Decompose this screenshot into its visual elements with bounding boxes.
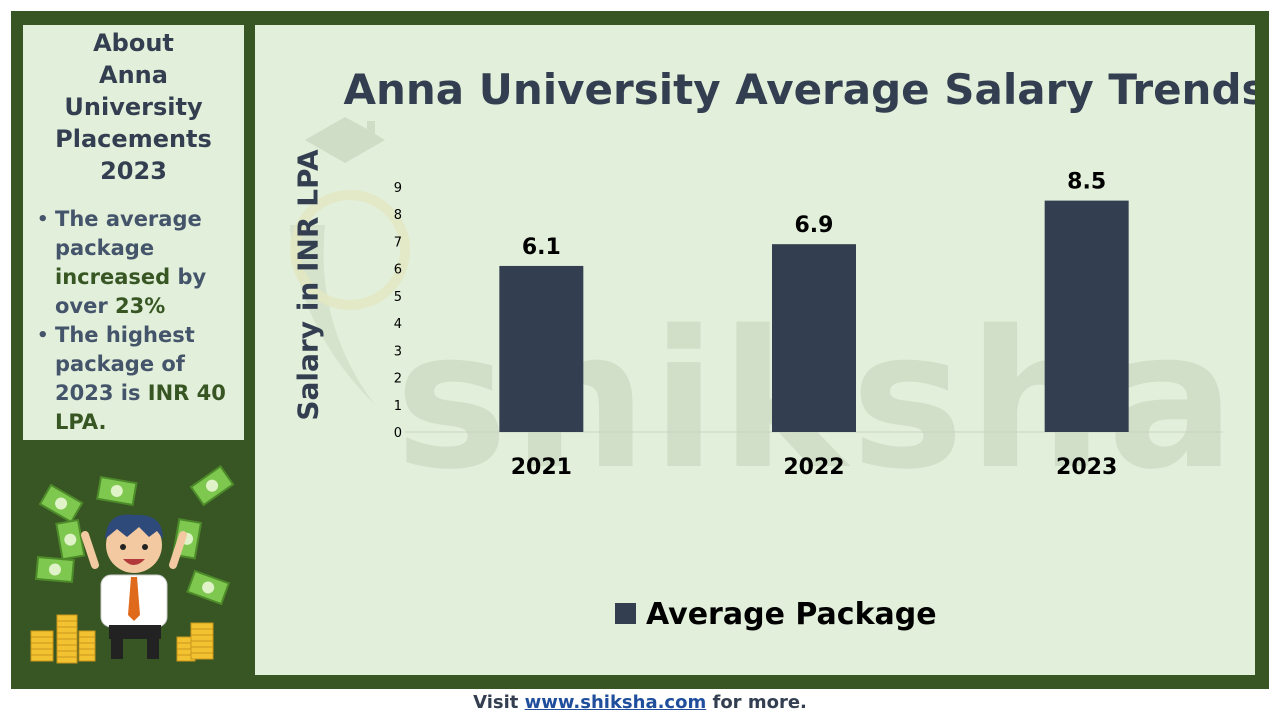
- summary-panel: About Anna University Placements 2023 Th…: [23, 25, 244, 440]
- legend-swatch: [615, 603, 636, 624]
- summary-title-line: Anna: [99, 61, 168, 89]
- y-tick-label: 2: [394, 372, 402, 387]
- chart-panel: shiksha Anna University Average Salary T…: [255, 25, 1255, 675]
- y-tick-label: 6: [394, 263, 402, 278]
- y-tick-label: 5: [394, 290, 402, 305]
- x-tick-label: 2023: [1056, 455, 1117, 480]
- y-tick-label: 4: [394, 317, 402, 332]
- shiksha-link[interactable]: www.shiksha.com: [524, 692, 707, 713]
- bullet-highest-package: The highest package of 2023 is INR 40 LP…: [35, 321, 245, 437]
- summary-title-line: Placements: [55, 125, 212, 153]
- graduation-cap-watermark-icon: [290, 117, 410, 405]
- happy-man-icon: [81, 514, 187, 659]
- legend-label: Average Package: [646, 597, 937, 632]
- bullet-average-package: The average package increased by over 23…: [35, 205, 245, 321]
- summary-bullets: The average package increased by over 23…: [35, 205, 245, 437]
- data-label: 8.5: [1067, 170, 1106, 195]
- y-tick-label: 3: [394, 344, 402, 359]
- data-label: 6.1: [522, 235, 561, 260]
- summary-title-line: University: [64, 93, 203, 121]
- data-label: 6.9: [795, 213, 834, 238]
- y-tick-label: 0: [394, 426, 402, 441]
- bar-chart: 0 1 2 3 4 5 6 7 8 9 6.1 2021 6.9 2022 8.5 2023 Average P…: [394, 170, 1223, 632]
- banknote-icon: [38, 483, 84, 524]
- bar: [499, 265, 584, 432]
- coin-stack-icon: [30, 614, 214, 664]
- banknote-icon: [55, 518, 86, 561]
- banknote-icon: [189, 464, 235, 507]
- summary-title: About Anna University Placements 2023: [23, 27, 244, 187]
- x-tick-label: 2022: [783, 455, 844, 480]
- y-tick-label: 8: [394, 208, 402, 223]
- banknote-icon: [34, 555, 75, 584]
- summary-title-line: About: [93, 29, 174, 57]
- x-tick-label: 2021: [511, 455, 572, 480]
- chart-title: Anna University Average Salary Trends: [343, 65, 1255, 114]
- banknote-icon: [96, 475, 138, 507]
- bar: [772, 244, 856, 432]
- y-tick-label: 7: [394, 235, 402, 250]
- y-tick-label: 1: [394, 399, 402, 414]
- banknote-icon: [186, 569, 231, 606]
- y-tick-label: 9: [394, 181, 402, 196]
- bar: [1044, 200, 1129, 432]
- money-celebration-illustration: [23, 464, 244, 670]
- footer-note: Visit www.shiksha.com for more.: [473, 692, 807, 713]
- summary-title-line: 2023: [100, 157, 167, 185]
